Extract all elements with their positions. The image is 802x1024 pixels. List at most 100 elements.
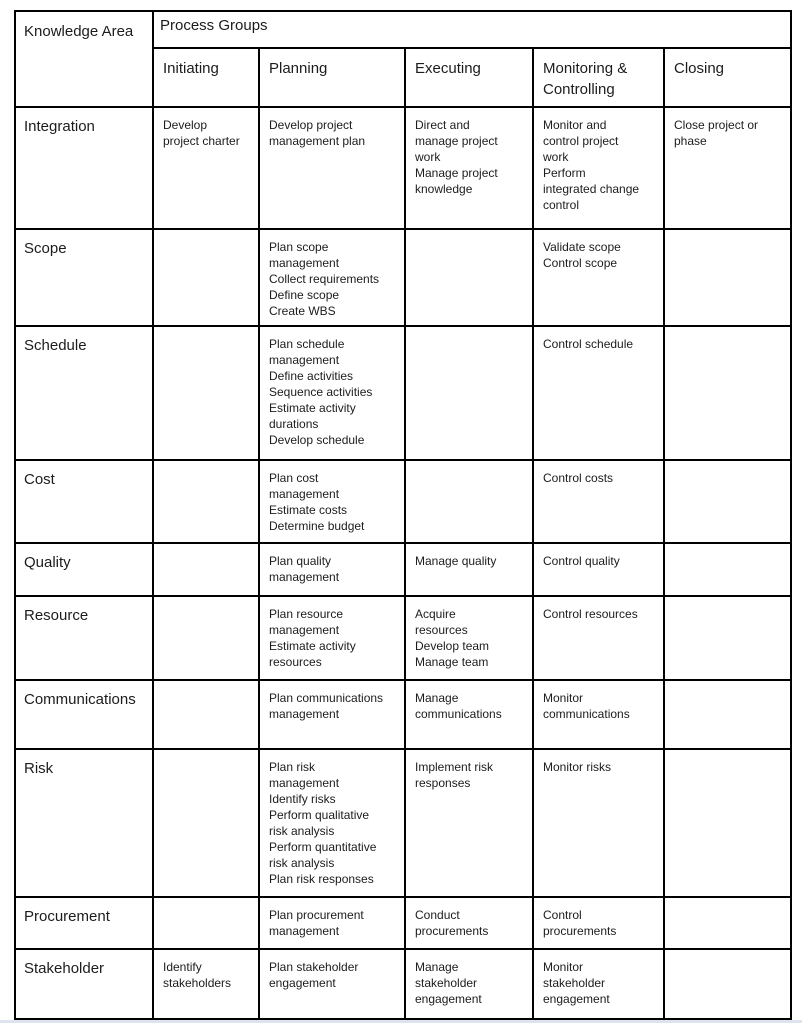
process-item: Control schedule [543,337,634,351]
process-cell: Control procurements [532,896,665,950]
knowledge-area-matrix: Knowledge Area Process Groups Initiating… [14,10,793,1020]
process-cell: Conduct procurements [404,896,534,950]
process-item: Determine budget [269,519,365,533]
process-cell: Plan resource management Estimate activit… [258,595,406,681]
knowledge-area-row: Schedule Plan schedule management Define a… [14,325,793,461]
process-cell: Monitor and control project work Perform … [532,106,665,230]
process-item: Plan communications management [269,691,384,721]
process-item: Monitor and control project work [543,118,619,164]
column-header-planning: Planning [258,47,406,108]
process-cell [404,459,534,544]
process-item: Develop schedule [269,433,365,447]
process-item: Control resources [543,607,638,621]
process-cell: Validate scope Control scope [532,228,665,327]
process-item: Perform qualitative risk analysis [269,808,370,838]
process-item: Monitor stakeholder engagement [543,960,610,1006]
process-cell: Plan schedule management Define activitie… [258,325,406,461]
process-item: Plan cost management [269,471,340,501]
process-item: Create WBS [269,304,336,318]
knowledge-area-label: Risk [14,748,154,898]
process-cell [404,228,534,327]
process-cell: Control costs [532,459,665,544]
process-item: Estimate activity durations [269,401,356,431]
process-cell [662,748,793,898]
matrix-body: Integration Develop project charter Develo… [14,106,793,1020]
process-cell: Monitor communications [532,679,665,750]
process-item: Control procurements [543,908,617,938]
process-cell: Control quality [532,542,665,597]
process-cell: Identify stakeholders [152,948,260,1020]
knowledge-area-row: Risk Plan risk management Identify risks Pe… [14,748,793,898]
process-cell: Manage communications [404,679,534,750]
process-item: Manage communications [415,691,502,721]
knowledge-area-label: Quality [14,542,154,597]
process-cell: Manage quality [404,542,534,597]
process-cell: Plan stakeholder engagement [258,948,406,1020]
knowledge-area-label: Stakeholder [14,948,154,1020]
process-item: Develop project charter [163,118,240,148]
process-cell [152,679,260,750]
process-cell: Close project or phase [662,106,793,230]
knowledge-area-header: Knowledge Area [14,10,154,108]
knowledge-area-row: Quality Plan quality management Manage qua… [14,542,793,597]
process-item: Estimate activity resources [269,639,356,669]
process-item: Define scope [269,288,340,302]
process-item: Control quality [543,554,620,568]
process-item: Collect requirements [269,272,380,286]
process-cell [662,228,793,327]
process-cell [662,948,793,1020]
process-cell [662,459,793,544]
process-groups-table: Knowledge Area Process Groups Initiating… [14,10,793,1020]
process-item: Estimate costs [269,503,348,517]
process-item: Identify stakeholders [163,960,232,990]
process-cell: Manage stakeholder engagement [404,948,534,1020]
column-header-initiating: Initiating [152,47,260,108]
process-cell: Plan risk management Identify risks Perfor… [258,748,406,898]
process-cell [662,896,793,950]
knowledge-area-label: Cost [14,459,154,544]
process-cell: Direct and manage project work Manage pro… [404,106,534,230]
knowledge-area-label: Schedule [14,325,154,461]
process-item: Identify risks [269,792,336,806]
process-item: Plan procurement management [269,908,364,938]
process-cell: Plan procurement management [258,896,406,950]
process-item: Control scope [543,256,618,270]
process-cell: Implement risk responses [404,748,534,898]
process-cell [662,325,793,461]
knowledge-area-row: Communications Plan communications manage… [14,679,793,750]
process-item: Develop team [415,639,490,653]
process-item: Monitor risks [543,760,612,774]
process-cell: Monitor risks [532,748,665,898]
process-cell: Control resources [532,595,665,681]
process-cell: Monitor stakeholder engagement [532,948,665,1020]
process-cell [662,595,793,681]
knowledge-area-label: Scope [14,228,154,327]
process-cell [662,679,793,750]
process-item: Plan resource management [269,607,344,637]
process-item: Perform integrated change control [543,166,640,212]
process-item: Control costs [543,471,614,485]
knowledge-area-row: Cost Plan cost management Estimate costs De… [14,459,793,544]
process-item: Develop project management plan [269,118,366,148]
process-item: Validate scope [543,240,621,254]
process-cell: Control schedule [532,325,665,461]
process-item: Perform quantitative risk analysis [269,840,377,870]
process-cell [152,748,260,898]
process-item: Plan schedule management [269,337,345,367]
process-item: Plan scope management [269,240,340,270]
process-cell: Plan cost management Estimate costs Determ… [258,459,406,544]
column-header-monitoring-controlling: Monitoring & Controlling [532,47,665,108]
process-cell [662,542,793,597]
process-cell: Plan scope management Collect requirement… [258,228,406,327]
knowledge-area-label: Procurement [14,896,154,950]
process-cell: Develop project charter [152,106,260,230]
process-item: Conduct procurements [415,908,489,938]
knowledge-area-row: Resource Plan resource management Estimate… [14,595,793,681]
process-item: Monitor communications [543,691,630,721]
process-cell: Develop project management plan [258,106,406,230]
process-item: Plan quality management [269,554,340,584]
process-item: Close project or phase [674,118,759,148]
process-item: Sequence activities [269,385,373,399]
column-header-executing: Executing [404,47,534,108]
process-item: Direct and manage project work [415,118,498,164]
